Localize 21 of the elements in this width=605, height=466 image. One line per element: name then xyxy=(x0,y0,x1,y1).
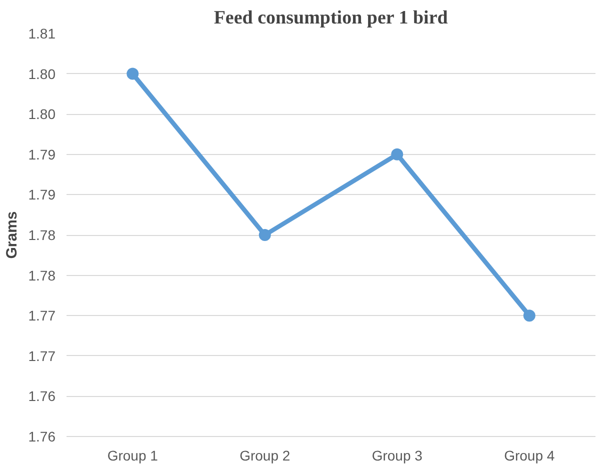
y-tick-label: 1.81 xyxy=(28,26,56,42)
y-tick-label: 1.80 xyxy=(28,66,56,82)
y-tick-label: 1.79 xyxy=(28,146,56,162)
y-tick-label: 1.79 xyxy=(28,186,56,203)
point xyxy=(523,310,536,322)
y-tick-label: 1.80 xyxy=(28,106,56,122)
y-tick-label: 1.76 xyxy=(28,428,56,444)
point xyxy=(126,68,139,80)
x-tick-label: Group 2 xyxy=(240,448,290,464)
y-tick-label: 1.77 xyxy=(28,308,56,324)
y-tick-label: 1.76 xyxy=(28,388,56,404)
x-tick-label: Group 3 xyxy=(372,448,423,464)
y-tick-label: 1.77 xyxy=(28,348,56,364)
point xyxy=(391,148,404,160)
x-tick-label: Group 1 xyxy=(107,448,158,464)
y-axis-title: Grams xyxy=(3,211,20,259)
y-tick-label: 1.78 xyxy=(28,267,56,284)
chart-title: Feed consumption per 1 bird xyxy=(214,8,448,28)
point xyxy=(258,229,271,241)
y-tick-label: 1.78 xyxy=(28,227,56,243)
x-tick-label: Group 4 xyxy=(504,448,555,464)
